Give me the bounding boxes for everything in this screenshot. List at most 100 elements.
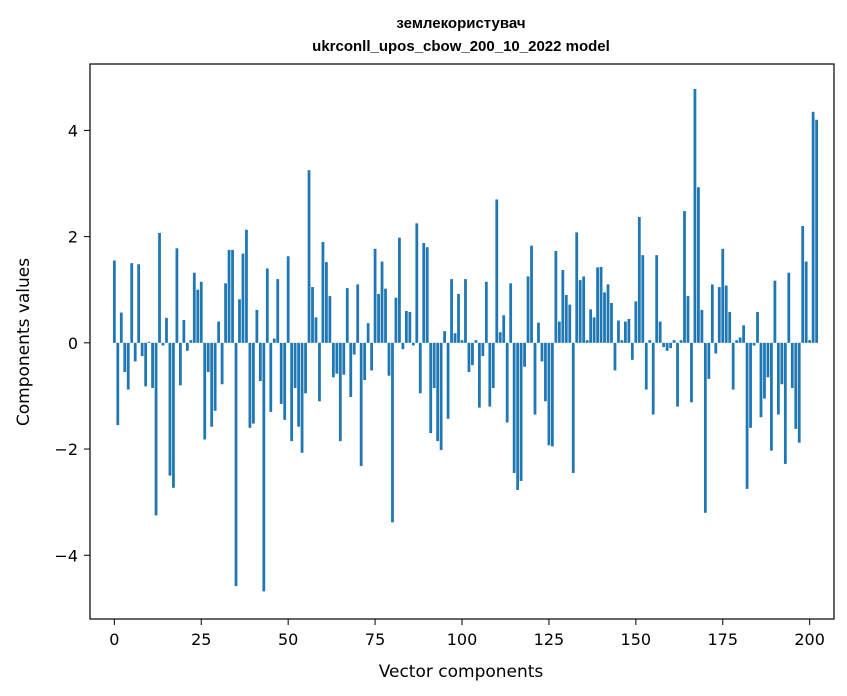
bar-139 [596, 267, 599, 343]
bar-51 [290, 342, 294, 442]
bar-37 [241, 253, 245, 343]
bar-20 [182, 319, 186, 343]
x-tick-label-4: 100 [447, 630, 478, 649]
bar-52 [293, 342, 297, 388]
bar-165 [686, 296, 690, 343]
bar-128 [557, 321, 561, 343]
bar-103 [471, 342, 474, 366]
bar-46 [272, 338, 276, 343]
bar-18 [175, 248, 179, 343]
bar-71 [359, 342, 363, 467]
bar-146 [620, 340, 624, 343]
bar-72 [363, 342, 367, 381]
bar-64 [335, 342, 339, 374]
x-axis-label: Vector components [379, 662, 544, 682]
bar-33 [227, 249, 231, 343]
bar-87 [415, 223, 419, 343]
bar-168 [697, 187, 700, 343]
bar-47 [276, 279, 280, 343]
bar-114 [509, 283, 513, 343]
bar-171 [707, 342, 711, 379]
bar-1 [116, 342, 120, 426]
bar-65 [338, 342, 342, 442]
bar-140 [599, 266, 603, 343]
bar-89 [422, 242, 426, 343]
bar-160 [669, 342, 672, 349]
bar-115 [512, 342, 516, 473]
bar-58 [314, 317, 318, 343]
x-tick-label-3: 75 [365, 630, 385, 649]
bar-202 [815, 119, 819, 343]
bar-95 [443, 331, 447, 343]
bar-150 [634, 301, 638, 343]
bar-76 [377, 293, 380, 343]
bar-39 [248, 342, 252, 428]
bar-189 [770, 342, 773, 451]
bar-25 [199, 281, 203, 343]
x-tick-label-6: 150 [621, 630, 652, 649]
bar-106 [481, 342, 485, 357]
bar-121 [533, 342, 537, 415]
bar-3 [123, 342, 127, 373]
bar-13 [158, 232, 161, 343]
bar-193 [783, 342, 787, 464]
bar-10 [147, 341, 151, 343]
bar-85 [408, 312, 412, 343]
bar-97 [450, 279, 453, 343]
bar-175 [721, 248, 725, 343]
bar-50 [286, 256, 290, 343]
bar-126 [551, 342, 554, 447]
bar-136 [585, 340, 589, 343]
x-tick-label-7: 175 [707, 630, 738, 649]
bar-148 [627, 318, 631, 343]
bar-187 [763, 342, 766, 399]
bar-57 [311, 287, 314, 343]
bar-9 [144, 342, 148, 387]
bar-159 [665, 342, 669, 351]
bar-83 [401, 342, 405, 350]
bar-4 [126, 342, 130, 390]
bar-169 [700, 309, 704, 343]
bar-101 [464, 279, 467, 343]
bar-151 [637, 216, 641, 343]
bar-100 [460, 340, 464, 343]
chart-title-line2: ukrconll_upos_cbow_200_10_2022 model [312, 38, 610, 55]
bar-11 [151, 342, 154, 388]
bar-81 [394, 297, 398, 343]
bar-30 [217, 321, 221, 343]
bar-153 [644, 342, 648, 390]
bar-129 [561, 270, 565, 343]
bar-23 [192, 272, 196, 343]
bar-122 [537, 322, 540, 343]
bar-110 [495, 199, 499, 343]
bar-186 [759, 342, 763, 418]
bar-152 [641, 255, 645, 343]
bar-200 [808, 340, 812, 343]
bar-7 [137, 264, 141, 343]
x-tick-label-5: 125 [534, 630, 565, 649]
bar-133 [575, 232, 579, 343]
bar-99 [457, 293, 460, 343]
bar-180 [738, 337, 742, 343]
bar-178 [731, 342, 735, 390]
bar-195 [790, 342, 794, 388]
bar-112 [502, 315, 506, 343]
bar-34 [231, 249, 234, 343]
y-tick-label-1: 2 [68, 228, 78, 247]
bar-61 [325, 262, 328, 343]
bar-77 [380, 261, 384, 343]
bar-141 [603, 292, 606, 343]
bar-35 [234, 342, 238, 587]
bar-182 [745, 342, 749, 489]
bar-179 [735, 340, 739, 343]
bar-134 [578, 280, 582, 343]
bar-188 [766, 342, 770, 378]
bar-192 [780, 342, 784, 385]
bar-194 [787, 272, 791, 343]
bar-73 [366, 323, 370, 343]
y-axis-label: Components values [14, 258, 34, 426]
bar-70 [356, 284, 360, 343]
bar-0 [112, 260, 116, 343]
bar-80 [391, 342, 394, 523]
bar-16 [168, 342, 172, 476]
